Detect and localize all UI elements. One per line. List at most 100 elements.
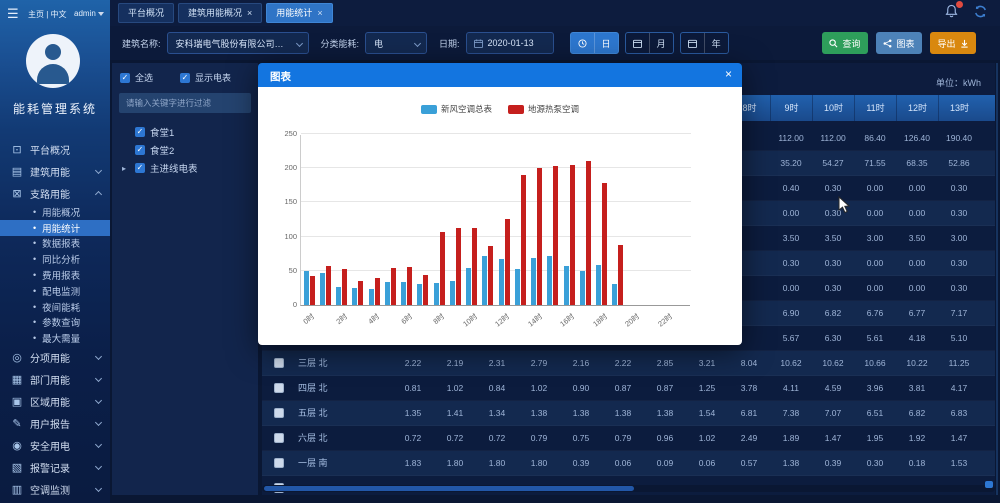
tree-node-label: 主进线电表 [150,164,198,175]
table-cell: 86.40 [864,133,886,143]
row-checkbox[interactable] [274,383,284,393]
home-language-link[interactable]: 主页 | 中文 [28,10,67,19]
sidebar-item-建筑用能[interactable]: ▤ 建筑用能 [0,160,110,182]
sidebar-item-报警记录[interactable]: ▧ 报警记录 [0,456,110,478]
sidebar-item-分项用能[interactable]: ◎ 分项用能 [0,346,110,368]
sidebar-subitem-配电监测[interactable]: • 配电监测 [0,283,110,299]
calendar-icon [681,33,704,53]
bullet-icon: • [33,206,37,217]
category-select[interactable]: 电 [365,32,428,54]
sidebar-subitem-用能概况[interactable]: • 用能概况 [0,204,110,220]
table-row[interactable]: 一层 南 1.83 1.80 1.80 1.80 0.39 0.06 0.09 0.06 0.57… [262,451,995,476]
expand-caret-icon[interactable]: ▸ [122,163,127,173]
refresh-icon[interactable] [973,4,988,19]
tree-node-食堂1[interactable]: ✓ 食堂1 [122,123,254,141]
table-cell: 6.76 [866,308,884,318]
platform-icon: ⊡ [12,143,22,156]
sidebar-subitem-label: 数据报表 [42,239,81,251]
period-toggle-月[interactable]: 月 [624,32,674,54]
tab-2[interactable]: 建筑用能概况 × [178,3,263,23]
table-cell: 0.72 [404,433,422,443]
chevron-down-icon [94,419,103,427]
horizontal-scrollbar[interactable] [262,481,995,492]
tab-3[interactable]: 用能统计 × [266,3,333,23]
sidebar-subitem-参数查询[interactable]: • 参数查询 [0,315,110,331]
row-checkbox[interactable] [274,358,284,368]
secondary-checkbox[interactable]: ✓ [180,72,191,83]
period-toggle-日[interactable]: 日 [569,32,619,54]
notification-bell-icon[interactable] [944,1,963,19]
query-button[interactable]: 查询 [822,32,868,54]
sidebar-item-区域用能[interactable]: ▣ 区域用能 [0,390,110,412]
tab-1[interactable]: 平台概况 [118,3,175,23]
row-checkbox[interactable] [274,458,284,468]
sidebar-item-平台概况[interactable]: ⊡ 平台概况 [0,138,110,160]
table-cell: 3.50 [824,233,842,243]
building-select[interactable]: 安科瑞电气股份有限公司区域 [166,32,309,54]
table-cell: 2.85 [656,358,674,368]
sidebar-subitem-费用报表[interactable]: • 费用报表 [0,267,110,283]
sidebar-item-用户报告[interactable]: ✎ 用户报告 [0,412,110,434]
bar-新风空调总表-4时 [368,289,374,305]
chart-button[interactable]: 图表 [876,32,922,54]
y-axis-tick-label: 0 [292,300,297,309]
tree-node-主进线电表[interactable]: ▸ ✓ 主进线电表 [122,159,254,177]
legend-item-新风空调总表[interactable]: 新风空调总表 [420,103,492,115]
tree-search-input[interactable] [119,93,251,113]
tree-node-食堂2[interactable]: ✓ 食堂2 [122,141,254,159]
row-checkbox[interactable] [274,408,284,418]
period-toggle-年[interactable]: 年 [679,32,729,54]
tab-close-icon[interactable]: × [317,8,323,18]
node-checkbox[interactable]: ✓ [135,127,145,137]
table-cell: 4.18 [908,333,926,343]
x-axis-tick-label: 8时 [431,311,447,327]
column-header-11时: 11时 [854,95,896,121]
sidebar-subitem-用能统计[interactable]: • 用能统计 [0,219,110,236]
modal-title: 图表 [270,71,291,83]
table-row[interactable]: 六层 北 0.72 0.72 0.72 0.79 0.75 0.79 0.96 1.02 2.49… [262,426,995,451]
row-checkbox[interactable] [274,433,284,443]
sidebar-item-支路用能[interactable]: ⊠ 支路用能 [0,182,110,204]
table-cell: 2.49 [740,433,758,443]
tree-node-list: ✓ 食堂1 ✓ 食堂2 ▸ ✓ 主进线电表 [122,123,254,177]
bar-地源热泵空调-6时 [407,267,412,305]
sidebar-item-安全用电[interactable]: ◉ 安全用电 [0,434,110,456]
node-checkbox[interactable]: ✓ [135,145,145,155]
sidebar-subitem-数据报表[interactable]: • 数据报表 [0,236,110,252]
sidebar-item-label: 建筑用能 [30,167,70,179]
user-menu[interactable]: admin [74,9,104,18]
table-cell: 0.30 [950,183,968,193]
table-cell: 0.75 [572,433,590,443]
sidebar-item-部门用能[interactable]: ▦ 部门用能 [0,368,110,390]
table-row[interactable]: 五层 北 1.35 1.41 1.34 1.38 1.38 1.38 1.38 1.54 6.81… [262,401,995,426]
tab-close-icon[interactable]: × [247,8,253,18]
sidebar-item-空调监测[interactable]: ▥ 空调监测 [0,478,110,500]
chart-legend: 新风空调总表 地源热泵空调 [258,103,742,115]
avatar-body [37,64,69,84]
bullet-icon: • [33,270,37,281]
table-cell: 35.20 [780,158,802,168]
bar-地源热泵空调-15时 [553,166,559,305]
table-row[interactable]: 四层 北 0.81 1.02 0.84 1.02 0.90 0.87 0.87 1.25 3.78… [262,376,995,401]
legend-item-地源热泵空调[interactable]: 地源热泵空调 [508,103,579,115]
sidebar-subitem-同比分析[interactable]: • 同比分析 [0,251,110,267]
sidebar-subitem-最大需量[interactable]: • 最大需量 [0,330,110,346]
building-icon: ▤ [11,165,23,178]
export-button[interactable]: 导出 [930,32,976,54]
bullet-icon: • [33,222,37,233]
hamburger-menu-icon[interactable]: ☰ [7,6,19,21]
bar-新风空调总表-0时 [303,270,309,305]
sidebar-subitem-夜间能耗[interactable]: • 夜间能耗 [0,299,110,315]
bar-地源热泵空调-14时 [537,168,542,305]
table-cell: 2.16 [572,358,590,368]
table-row[interactable]: 三层 北 2.22 2.19 2.31 2.79 2.16 2.22 2.85 3.21 8.04… [262,351,995,376]
x-axis-tick-label: 20时 [623,311,642,329]
date-picker[interactable]: 2020-01-13 [465,32,554,54]
table-cell: 0.30 [950,208,968,218]
close-icon[interactable]: × [724,67,732,81]
select-all-checkbox[interactable]: ✓ [120,72,130,83]
table-cell: 68.35 [906,158,928,168]
node-checkbox[interactable]: ✓ [135,163,145,173]
table-cell: 7.07 [824,408,842,418]
scrollbar-thumb[interactable] [264,486,634,491]
